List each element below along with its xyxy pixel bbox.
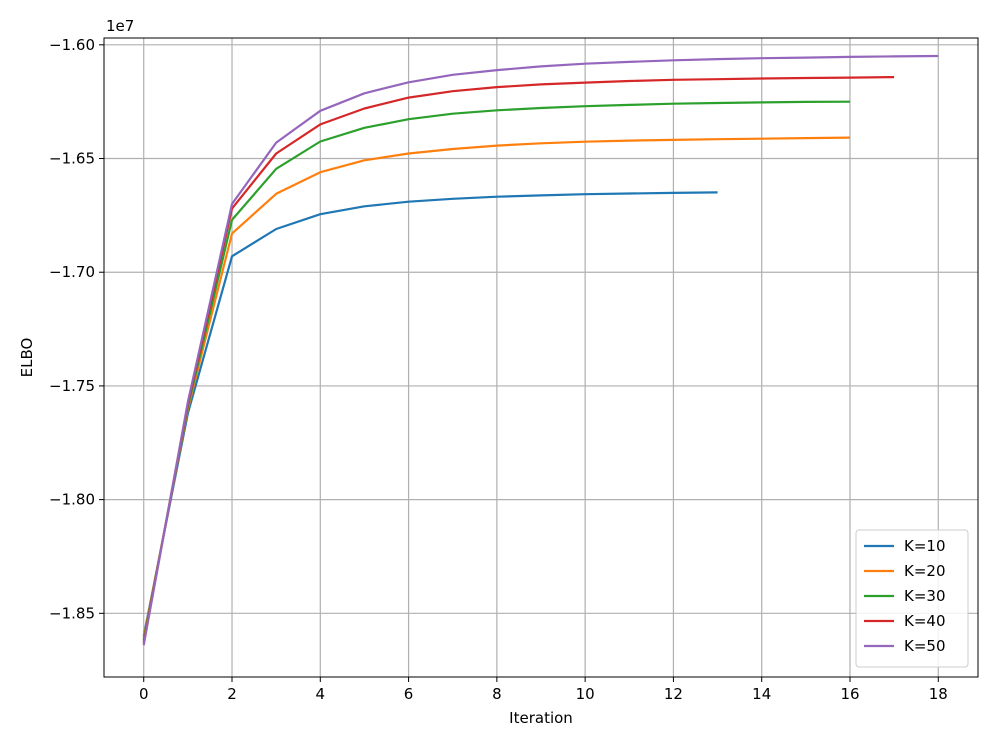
- x-axis-label: Iteration: [509, 709, 573, 727]
- y-tick-label: −1.80: [49, 491, 95, 509]
- x-tick-label: 8: [492, 685, 502, 703]
- y-tick-label: −1.75: [49, 377, 95, 395]
- series-line-k-50: [142, 54, 939, 646]
- series-line-k-10: [142, 191, 718, 637]
- y-tick-label: −1.65: [49, 150, 95, 168]
- legend-label: K=30: [904, 587, 946, 605]
- grid: [104, 38, 978, 677]
- plot-frame: [103, 37, 979, 678]
- x-axis: 0 2 4 6 8 10 12 14 16 18: [139, 677, 948, 703]
- x-tick-label: 18: [929, 685, 948, 703]
- series-line-k-20: [142, 136, 851, 639]
- x-tick-label: 12: [664, 685, 683, 703]
- y-tick-label: −1.60: [49, 36, 95, 54]
- x-tick-label: 0: [139, 685, 149, 703]
- legend-label: K=10: [904, 537, 946, 555]
- x-tick-label: 10: [576, 685, 595, 703]
- x-tick-label: 4: [316, 685, 326, 703]
- legend-label: K=20: [904, 562, 946, 580]
- legend: K=10 K=20 K=30 K=40 K=50: [855, 529, 969, 668]
- series-line-k-30: [142, 100, 851, 641]
- series-line-k-40: [142, 76, 895, 644]
- y-tick-label: −1.85: [49, 604, 95, 622]
- series-lines: [142, 54, 939, 646]
- x-tick-label: 6: [404, 685, 414, 703]
- y-axis: −1.85 −1.80 −1.75 −1.70 −1.65 −1.60: [49, 36, 104, 622]
- legend-label: K=50: [904, 637, 946, 655]
- y-tick-label: −1.70: [49, 263, 95, 281]
- legend-label: K=40: [904, 612, 946, 630]
- x-tick-label: 14: [752, 685, 771, 703]
- y-offset-label: 1e7: [106, 17, 134, 35]
- x-tick-label: 2: [227, 685, 237, 703]
- y-axis-label: ELBO: [18, 338, 36, 378]
- x-tick-label: 16: [840, 685, 859, 703]
- legend-box: [855, 529, 969, 668]
